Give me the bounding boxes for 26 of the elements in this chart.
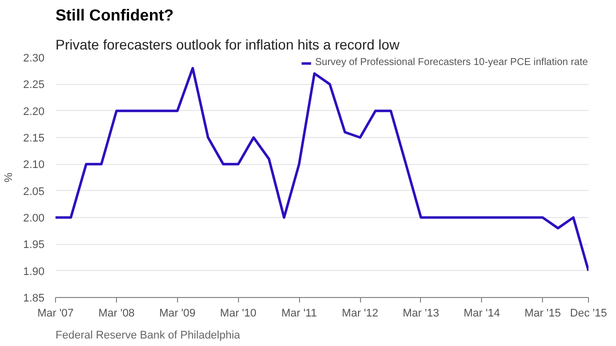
y-tick-label: 2.15 xyxy=(23,132,45,144)
text: Federal Reserve Bank of Philadelphia xyxy=(56,330,242,342)
x-tick-label: Mar '15 xyxy=(524,308,561,320)
x-tick-label: Mar '14 xyxy=(464,308,500,320)
y-tick-label: 2.25 xyxy=(23,79,45,92)
x-tick-label: Mar '07 xyxy=(37,308,74,320)
y-tick-label: 1.85 xyxy=(23,292,45,304)
chart-title: Still Confident? xyxy=(56,8,174,24)
line-series xyxy=(56,66,588,272)
chart-subtitle: Private forecasters outlook for inflation hits a record low xyxy=(56,36,400,52)
x-tick-label: Dec '15 xyxy=(570,308,607,320)
y-tick-label: 2.10 xyxy=(23,159,45,172)
x-tick-label: Mar '10 xyxy=(220,308,256,320)
y-tick-label: 2.20 xyxy=(23,106,45,118)
y-tick-label: 2.05 xyxy=(23,186,45,198)
x-tick-label: Mar '11 xyxy=(281,308,317,320)
y-tick-label: 2.00 xyxy=(23,212,45,224)
y-tick-label: 1.90 xyxy=(23,266,45,278)
legend-label: Survey of Professional Forecasters 10-year PCE inflation rate xyxy=(315,57,588,68)
y-tick-label: 1.95 xyxy=(23,239,45,252)
x-tick-label: Mar '09 xyxy=(159,308,196,320)
x-tick-label: Mar '13 xyxy=(402,308,440,320)
x-tick-label: Mar '12 xyxy=(342,308,378,320)
x-tick-label: Mar '08 xyxy=(98,308,135,320)
y-axis-title: % xyxy=(3,172,16,182)
y-tick-label: 2.30 xyxy=(23,52,45,64)
